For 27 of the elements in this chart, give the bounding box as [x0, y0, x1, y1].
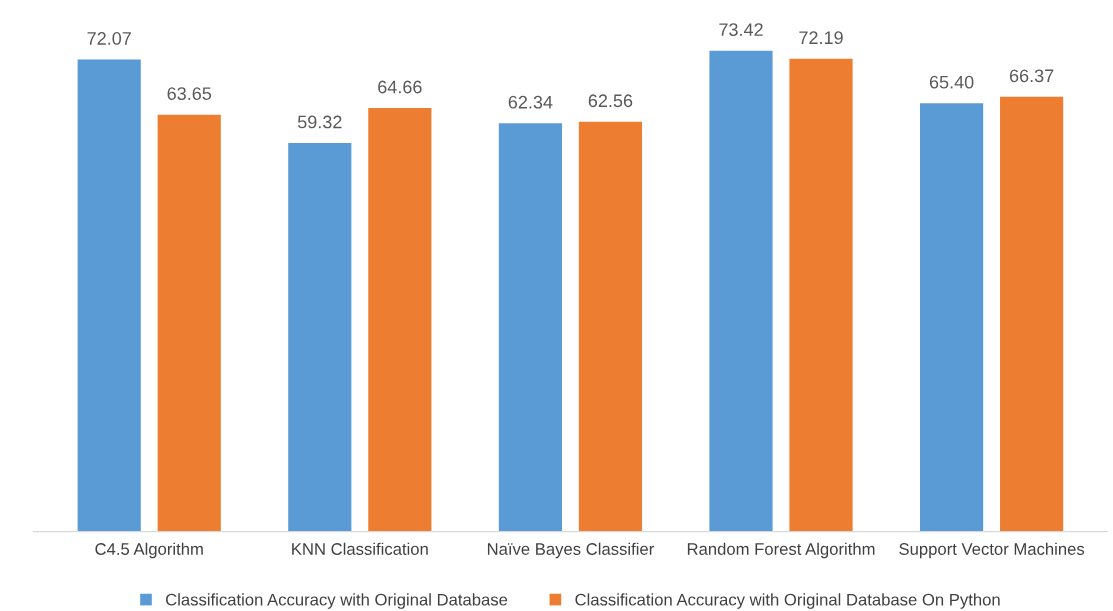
- x-tick-label: C4.5 Algorithm: [95, 542, 203, 559]
- data-label: 59.32: [297, 115, 342, 129]
- x-tick-label: Naïve Bayes Classifier: [487, 542, 654, 559]
- legend-label: Classification Accuracy with Original Database On Python: [575, 593, 1000, 609]
- legend-label: Classification Accuracy with Original Database: [166, 593, 508, 609]
- data-label: 62.56: [588, 94, 633, 108]
- data-label: 72.19: [799, 31, 843, 45]
- data-label: 73.42: [719, 23, 763, 37]
- bar: [77, 59, 141, 532]
- bar: [1000, 96, 1064, 532]
- bar: [157, 114, 221, 532]
- bar: [709, 50, 773, 532]
- bar: [288, 143, 352, 532]
- data-label: 66.37: [1009, 69, 1054, 83]
- data-label: 72.07: [87, 32, 131, 45]
- data-label: 65.40: [929, 75, 974, 89]
- bar: [368, 108, 432, 532]
- bar: [578, 121, 643, 532]
- x-tick-label: KNN Classification: [292, 542, 428, 555]
- data-label: 64.66: [378, 80, 422, 94]
- bar: [789, 58, 853, 532]
- x-tick-label: Support Vector Machines: [899, 542, 1085, 559]
- bar: [498, 123, 562, 532]
- data-label: 63.65: [167, 87, 212, 100]
- x-tick-label: Random Forest Algorithm: [687, 542, 875, 559]
- data-label: 62.34: [508, 95, 553, 109]
- bar: [920, 103, 984, 532]
